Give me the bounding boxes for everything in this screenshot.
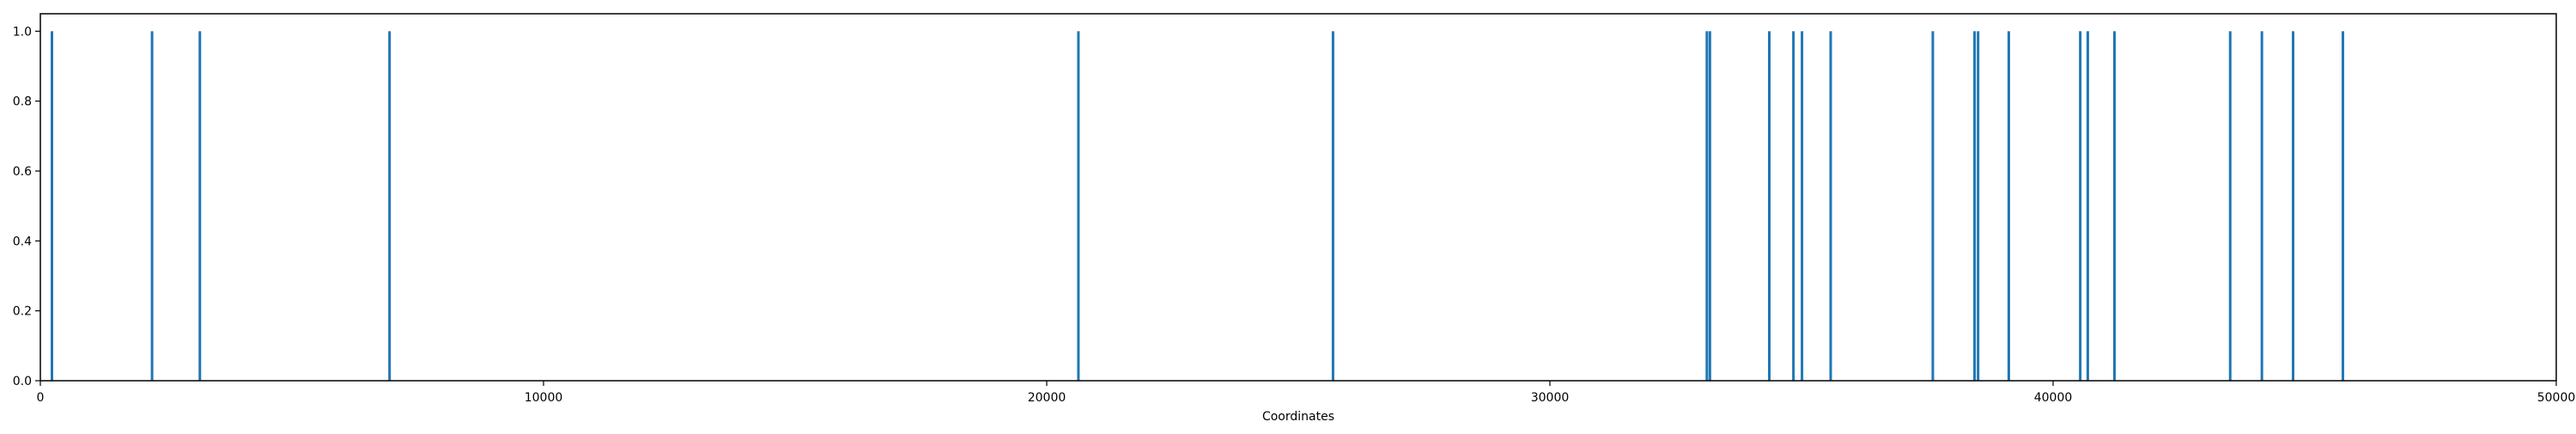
bar <box>1708 31 1711 381</box>
bar <box>1931 31 1935 381</box>
bar <box>1973 31 1977 381</box>
bar <box>50 31 53 381</box>
bar <box>1792 31 1795 381</box>
y-tick-label: 0.6 <box>13 165 32 179</box>
bar <box>2292 31 2295 381</box>
bar <box>1829 31 1832 381</box>
x-tick-label: 0 <box>37 391 45 405</box>
bar <box>1331 31 1334 381</box>
x-axis-label: Coordinates <box>1262 410 1334 424</box>
bar <box>2112 31 2116 381</box>
y-tick-label: 1.0 <box>13 25 32 39</box>
y-tick-label: 0.8 <box>13 95 32 109</box>
x-tick-label: 40000 <box>2034 391 2073 405</box>
bar <box>2007 31 2010 381</box>
bar <box>1705 31 1709 381</box>
ticks-layer: 0 10000 20000 30000 40000 50000 0.0 0.2 0.4 0.6 0.… <box>13 25 2576 405</box>
y-tick-label: 0.0 <box>13 375 32 388</box>
bar <box>2228 31 2232 381</box>
bar <box>388 31 392 381</box>
bar <box>1077 31 1080 381</box>
x-tick-label: 50000 <box>2537 391 2576 405</box>
plot-frame <box>39 13 2557 382</box>
bar <box>2342 31 2345 381</box>
bar <box>1801 31 1804 381</box>
bar <box>2260 31 2263 381</box>
x-tick-label: 20000 <box>1028 391 1066 405</box>
bar <box>1977 31 1980 381</box>
bar <box>2086 31 2089 381</box>
bar <box>2079 31 2082 381</box>
bar <box>1768 31 1771 381</box>
bars-layer <box>50 31 2345 381</box>
bar <box>150 31 154 381</box>
y-tick-label: 0.2 <box>13 305 32 319</box>
x-tick-label: 30000 <box>1531 391 1570 405</box>
x-tick-label: 10000 <box>525 391 563 405</box>
bar <box>198 31 202 381</box>
y-tick-label: 0.4 <box>13 235 32 248</box>
